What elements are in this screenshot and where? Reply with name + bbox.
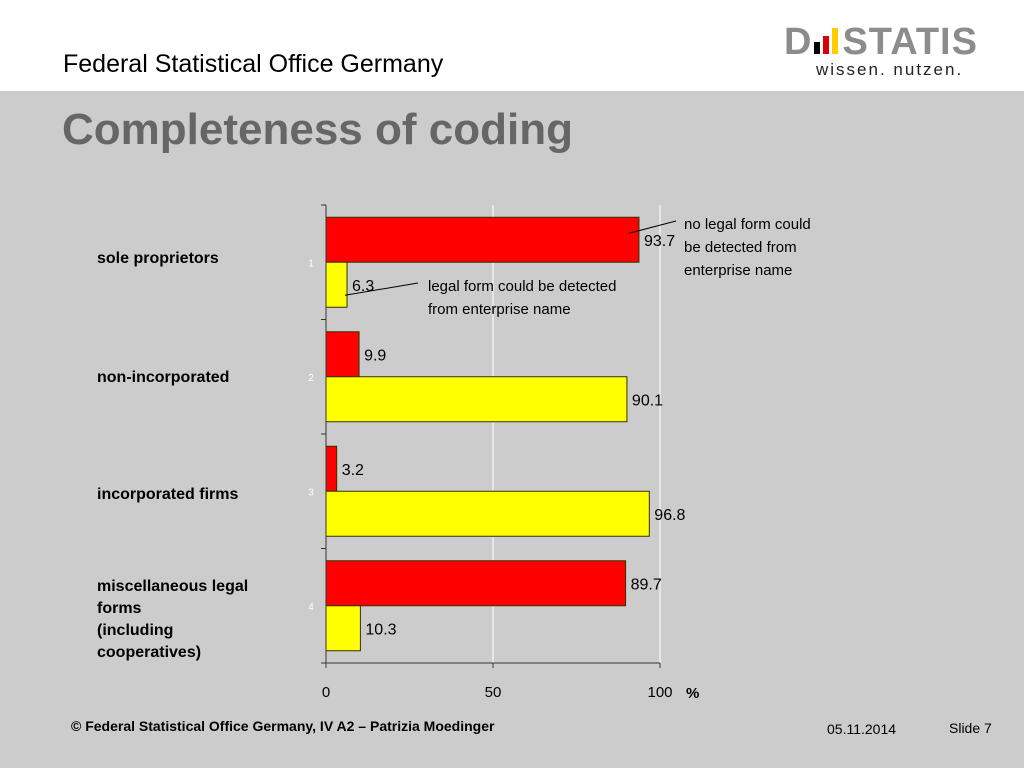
flag-bars-icon — [814, 28, 840, 54]
x-tick-label: 100 — [647, 684, 672, 701]
category-label: non-incorporated — [97, 367, 287, 389]
footer-date: 05.11.2014 — [827, 721, 897, 737]
annotation-leader-line — [344, 282, 419, 296]
category-label-line: miscellaneous legal — [97, 578, 249, 595]
bar — [325, 216, 640, 263]
x-axis-unit-label: % — [686, 685, 699, 702]
annotation-leader-line — [628, 220, 677, 234]
logo-letter-d: D — [784, 21, 813, 63]
bar — [325, 331, 360, 378]
category-label-line: sole proprietors — [97, 250, 219, 267]
category-label: sole proprietors — [97, 248, 287, 270]
data-label: 10.3 — [365, 621, 396, 638]
data-label: 96.8 — [654, 507, 685, 524]
annotations: no legal form could be detected from enter… — [344, 216, 811, 318]
axes: 1 2 3 4 0 50 100% — [308, 204, 699, 702]
bars — [325, 216, 650, 652]
value-labels: 93.7 6.3 9.9 90.1 3.2 96.8 89.7 10.3 — [342, 233, 686, 639]
annotation-text: no legal form could be detected from enter… — [684, 216, 811, 279]
slide-number: Slide 7 — [949, 720, 992, 736]
annotation-text: legal form could be detected from enterpr… — [428, 278, 616, 318]
category-label-line: non-incorporated — [97, 369, 230, 386]
data-label: 3.2 — [342, 462, 364, 479]
logo-wordmark: D STATIS — [784, 22, 978, 62]
data-label: 90.1 — [632, 392, 663, 409]
annotation-line: legal form could be detected — [428, 278, 616, 295]
organization-title: Federal Statistical Office Germany — [63, 50, 444, 78]
annotation-line: enterprise name — [684, 262, 792, 279]
bar — [325, 261, 348, 308]
bar — [325, 560, 627, 607]
slide-title: Completeness of coding — [62, 105, 573, 154]
category-tick-label: 3 — [308, 487, 314, 498]
category-label-line: incorporated firms — [97, 486, 239, 503]
data-label: 9.9 — [364, 347, 386, 364]
bar — [325, 490, 650, 537]
category-tick-label: 4 — [308, 602, 314, 613]
data-label: 6.3 — [352, 278, 374, 295]
logo-letters-statis: STATIS — [842, 21, 978, 63]
logo-tagline: wissen. nutzen. — [816, 60, 964, 79]
category-label-line: forms — [97, 600, 142, 617]
category-tick-label: 2 — [308, 373, 314, 384]
footer-copyright: © Federal Statistical Office Germany, IV… — [71, 718, 495, 734]
destatis-logo: D STATIS wissen. nutzen. — [784, 22, 994, 82]
bar — [325, 605, 361, 652]
category-label-line: cooperatives) — [97, 644, 202, 661]
data-label: 93.7 — [644, 233, 675, 250]
bar — [325, 445, 338, 492]
category-label: miscellaneous legal forms (including cooper… — [97, 576, 287, 664]
slide-header: Federal Statistical Office Germany D STAT… — [0, 0, 1024, 91]
annotation-line: no legal form could — [684, 216, 811, 233]
annotation-line: from enterprise name — [428, 301, 571, 318]
category-tick-label: 1 — [308, 258, 314, 269]
bar — [325, 376, 628, 423]
x-tick-label: 50 — [485, 684, 502, 701]
x-tick-label: 0 — [322, 684, 330, 701]
category-label-line: (including — [97, 622, 174, 639]
category-label: incorporated firms — [97, 484, 287, 506]
data-label: 89.7 — [631, 576, 662, 593]
annotation-line: be detected from — [684, 239, 797, 256]
